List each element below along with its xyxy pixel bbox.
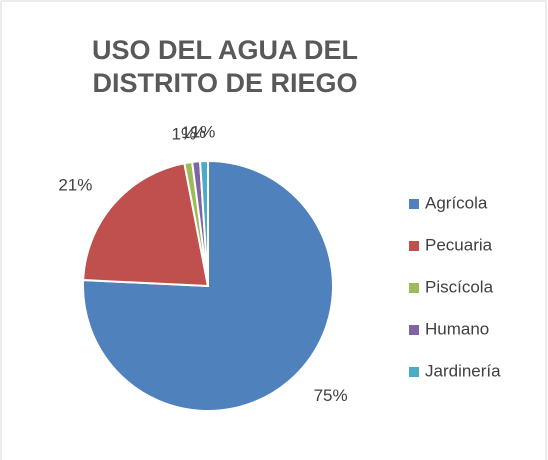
data-label: 1% — [172, 124, 197, 143]
pie-slice — [199, 159, 209, 287]
data-label: 75% — [314, 386, 348, 405]
legend-swatch — [409, 199, 419, 209]
legend-label: Agrícola — [425, 193, 488, 212]
data-label: 1% — [191, 123, 216, 142]
legend-label: Humano — [425, 319, 489, 338]
legend-label: Pecuaria — [425, 235, 493, 254]
legend-label: Jardinería — [425, 361, 501, 380]
legend-swatch — [409, 283, 419, 293]
data-label: 1% — [181, 123, 206, 142]
legend-swatch — [409, 325, 419, 335]
data-label: 21% — [58, 175, 92, 194]
chart-title: USO DEL AGUA DEL DISTRITO DE RIEGO — [91, 35, 359, 98]
legend-swatch — [409, 241, 419, 251]
pie-slice — [82, 162, 210, 288]
legend-label: Piscícola — [425, 277, 494, 296]
legend-swatch — [409, 367, 419, 377]
